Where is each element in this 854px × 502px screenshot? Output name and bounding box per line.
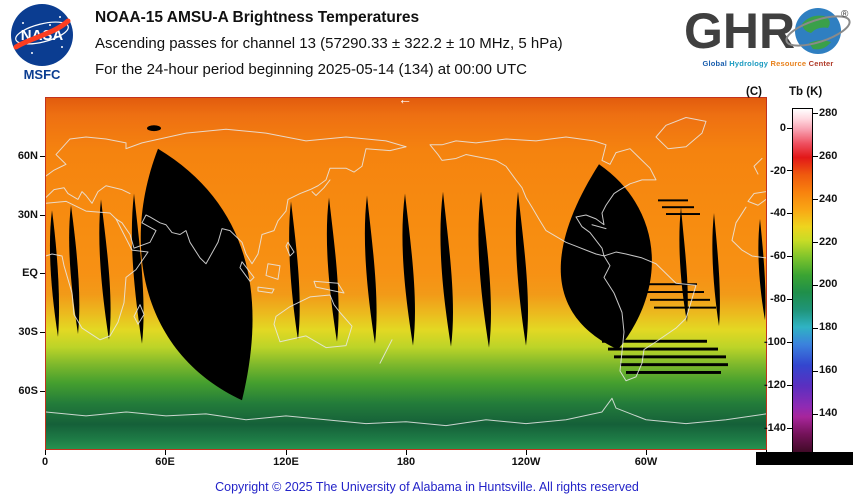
no-data-color-bar	[756, 452, 853, 465]
colorbar-tick	[787, 170, 792, 171]
colorbar-tick	[813, 328, 818, 329]
subtitle-period: For the 24-hour period beginning 2025-05…	[95, 61, 527, 78]
colorbar-kelvin-tick-label: 280	[819, 107, 838, 119]
axis-tick	[40, 332, 45, 333]
colorbar-celsius-tick-label: -140	[763, 422, 786, 434]
colorbar-tick	[787, 256, 792, 257]
ghrc-globe-icon	[785, 8, 851, 54]
axis-tick	[45, 450, 46, 455]
colorbar	[792, 108, 813, 456]
colorbar-celsius-header: (C)	[746, 86, 762, 98]
no-data-swaths	[49, 125, 766, 401]
colorbar-tick	[787, 299, 792, 300]
x-axis-label: 180	[396, 456, 416, 468]
colorbar-tick	[787, 342, 792, 343]
colorbar-tick	[813, 242, 818, 243]
axis-tick	[165, 450, 166, 455]
colorbar-celsius-tick-label: -120	[763, 379, 786, 391]
colorbar-celsius-tick-label: -100	[763, 336, 786, 348]
axis-tick	[40, 156, 45, 157]
coastlines	[46, 118, 766, 426]
ghrc-letters: GHR	[684, 4, 795, 58]
colorbar-tick	[787, 213, 792, 214]
y-axis-label: 30S	[18, 326, 38, 338]
left-arrow-icon: ←	[398, 91, 412, 107]
colorbar-celsius-tick-label: -60	[770, 250, 786, 262]
ghrc-logo-icon: GHR ®	[684, 3, 851, 59]
x-axis-label: 0	[41, 456, 49, 468]
page-title: NOAA-15 AMSU-A Brightness Temperatures	[95, 9, 420, 26]
y-axis-label: EQ	[22, 267, 38, 279]
x-axis-label: 60W	[634, 456, 658, 468]
copyright-text: Copyright © 2025 The University of Alaba…	[215, 480, 639, 494]
colorbar-tick	[813, 414, 818, 415]
colorbar-tick	[813, 113, 818, 114]
axis-tick	[40, 215, 45, 216]
tagline-word: Global	[702, 59, 727, 68]
colorbar-celsius-tick-label: -20	[770, 165, 786, 177]
ghrc-tagline: Global Hydrology Resource Center	[682, 59, 854, 68]
colorbar-kelvin-tick-label: 140	[819, 407, 838, 419]
colorbar-tick	[787, 428, 792, 429]
map-plot: ←	[45, 91, 767, 450]
colorbar-tick	[787, 128, 792, 129]
colorbar-tick	[813, 285, 818, 286]
tagline-word: Resource	[770, 59, 807, 68]
msfc-label: MSFC	[23, 67, 61, 82]
ghrc-logo: GHR ®	[684, 3, 852, 59]
colorbar-tick	[813, 199, 818, 200]
nasa-logo: NASA	[10, 3, 74, 67]
axis-tick	[40, 273, 45, 274]
axis-tick	[526, 450, 527, 455]
colorbar-kelvin-tick-label: 220	[819, 236, 838, 248]
x-axis-label: 60E	[155, 456, 175, 468]
colorbar-tick	[787, 385, 792, 386]
subtitle-channel: Ascending passes for channel 13 (57290.3…	[95, 35, 563, 52]
colorbar-celsius-tick-label: -40	[770, 207, 786, 219]
colorbar-kelvin-tick-label: 200	[819, 278, 838, 290]
x-axis-label: 120W	[511, 456, 541, 468]
tagline-word: Center	[808, 59, 834, 68]
axis-tick	[646, 450, 647, 455]
colorbar-celsius-tick-label: 0	[779, 122, 786, 134]
colorbar-kelvin-tick-label: 180	[819, 321, 838, 333]
y-axis-label: 60S	[18, 385, 38, 397]
colorbar-kelvin-tick-label: 240	[819, 193, 838, 205]
x-axis-label: 120E	[273, 456, 299, 468]
colorbar-kelvin-tick-label: 260	[819, 150, 838, 162]
y-axis-label: 60N	[17, 150, 38, 162]
colorbar-tick	[813, 156, 818, 157]
registered-mark: ®	[841, 9, 849, 20]
axis-tick	[286, 450, 287, 455]
nasa-insignia-icon: NASA	[11, 4, 73, 66]
axis-tick	[406, 450, 407, 455]
colorbar-celsius-tick-label: -80	[770, 293, 786, 305]
y-axis-label: 30N	[17, 209, 38, 221]
colorbar-tick	[813, 371, 818, 372]
tagline-word: Hydrology	[729, 59, 769, 68]
colorbar-kelvin-tick-label: 160	[819, 364, 838, 376]
map-overlay	[46, 98, 766, 449]
axis-tick	[40, 391, 45, 392]
colorbar-kelvin-header: Tb (K)	[789, 86, 823, 98]
